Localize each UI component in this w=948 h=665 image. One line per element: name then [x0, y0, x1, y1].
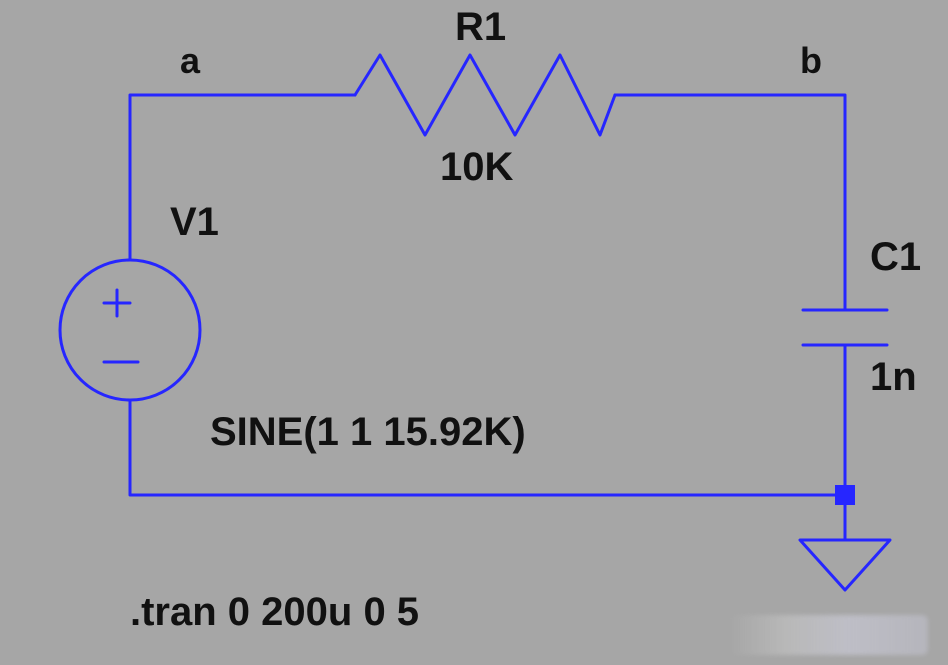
vsource-v1: [60, 260, 200, 400]
v1-value: SINE(1 1 15.92K): [210, 410, 526, 455]
wire-top-left: [130, 95, 355, 260]
c1-value: 1n: [870, 355, 917, 400]
junction-node: [835, 485, 855, 505]
node-b-label: b: [800, 40, 822, 82]
r1-value: 10K: [440, 145, 513, 190]
node-a-label: a: [180, 40, 200, 82]
r1-name: R1: [455, 5, 506, 50]
c1-name: C1: [870, 235, 921, 280]
schematic-canvas: [0, 0, 948, 665]
resistor-r1: [355, 55, 615, 135]
watermark-smudge: [728, 615, 928, 655]
v1-name: V1: [170, 200, 219, 245]
ground-triangle: [800, 540, 890, 590]
spice-directive: .tran 0 200u 0 5: [130, 590, 419, 635]
wire-top-right: [615, 95, 845, 310]
